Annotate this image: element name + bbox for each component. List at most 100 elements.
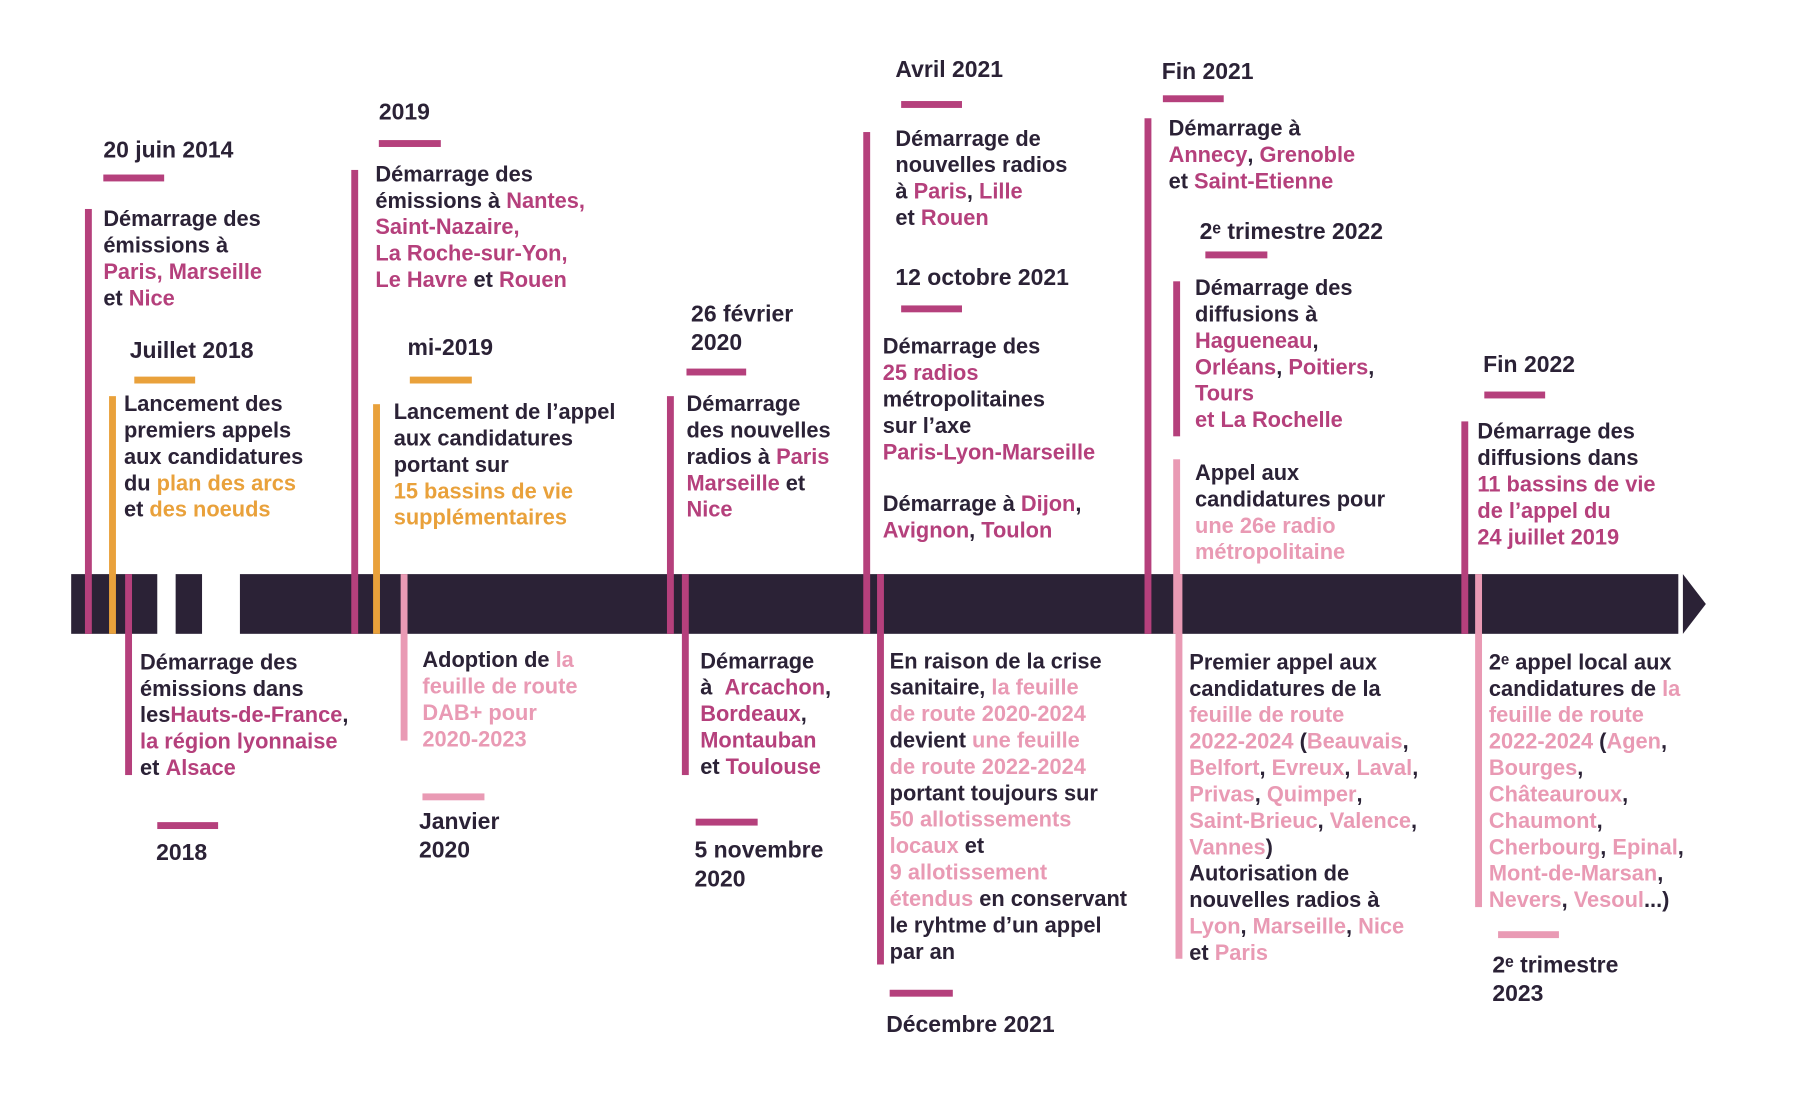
event-date: 2018 xyxy=(156,839,207,865)
date-underline xyxy=(157,822,219,830)
highlighted-text: Bourges xyxy=(1489,755,1577,780)
text-run: et xyxy=(959,833,984,858)
event-description-line: à Paris, Lille xyxy=(895,179,1022,204)
text-run: Démarrage des xyxy=(883,334,1040,359)
event-description-line: Le Havre et Rouen xyxy=(375,267,566,292)
text-run: et xyxy=(1169,168,1194,193)
text-run: , xyxy=(1622,781,1628,806)
highlighted-text: Vesoul xyxy=(1574,887,1644,912)
text-run: Démarrage des xyxy=(103,206,260,231)
event-description-line: diffusions dans xyxy=(1477,445,1638,470)
event-description-line: et Paris xyxy=(1189,940,1268,965)
event-description-line: Paris-Lyon-Marseille xyxy=(883,439,1095,464)
event-description-line: En raison de la crise xyxy=(890,648,1102,673)
highlighted-text: une 26e radio xyxy=(1195,513,1336,538)
text-run: nouvelles radios xyxy=(895,152,1067,177)
highlighted-text: une feuille xyxy=(972,727,1080,752)
event-description-line: 2022-2024 (Beauvais, xyxy=(1189,729,1408,754)
text-run: Démarrage xyxy=(686,391,800,416)
event-description-line: 25 radios xyxy=(883,360,979,385)
highlighted-text: Mont-de-Marsan xyxy=(1489,861,1657,886)
highlighted-text: Avignon xyxy=(883,517,969,542)
event-description-line: aux candidatures xyxy=(124,444,303,469)
text-run: , xyxy=(1403,729,1409,754)
highlighted-text: Paris xyxy=(914,179,967,204)
event-description-line: Appel aux xyxy=(1195,460,1299,485)
text-run: aux candidatures xyxy=(394,426,573,451)
highlighted-text: Paris, Marseille xyxy=(103,259,262,284)
text-run: Adoption de xyxy=(422,647,555,672)
text-run: , xyxy=(1661,729,1667,754)
highlighted-text: Belfort xyxy=(1189,755,1259,780)
event-description-line: Saint-Nazaire, xyxy=(375,214,519,239)
event-description-line: une 26e radio xyxy=(1195,513,1336,538)
date-underline xyxy=(901,101,962,108)
text-run: Démarrage xyxy=(700,648,814,673)
event-description-line: et Toulouse xyxy=(700,754,821,779)
event-description-line: Privas, Quimper, xyxy=(1189,781,1362,806)
event-description-line: Démarrage des xyxy=(883,334,1040,359)
text-run: , xyxy=(1075,491,1081,516)
event-date: 26 février xyxy=(691,301,793,327)
date-underline xyxy=(1162,95,1224,103)
text-run: , xyxy=(801,701,807,726)
highlighted-text: des noeuds xyxy=(149,497,270,522)
event-date: 2023 xyxy=(1492,980,1543,1006)
text-run: sanitaire, xyxy=(890,675,992,700)
event-description-line: et Nice xyxy=(103,285,174,310)
highlighted-text: DAB+ pour xyxy=(422,700,537,725)
date-underline xyxy=(1498,931,1559,939)
event-marker-bar xyxy=(666,396,674,634)
text-run: , xyxy=(1411,808,1417,833)
highlighted-text: Evreux xyxy=(1272,755,1345,780)
text-run: , xyxy=(1368,354,1374,379)
highlighted-text: Toulon xyxy=(981,517,1052,542)
highlighted-text: Dijon xyxy=(1021,491,1075,516)
event-description-line: candidatures pour xyxy=(1195,486,1386,511)
event-description-line: Démarrage des xyxy=(375,161,532,186)
highlighted-text: Laval xyxy=(1356,755,1412,780)
highlighted-text: Montauban xyxy=(700,727,816,752)
text-run: , xyxy=(1657,861,1663,886)
text-run: en conservant xyxy=(973,886,1127,911)
event-marker-bar xyxy=(877,574,884,965)
text-run: du xyxy=(124,470,157,495)
event-description-line: de route 2020-2024 xyxy=(890,701,1086,726)
text-run: , xyxy=(1562,887,1574,912)
event-description-line: du plan des arcs xyxy=(124,470,296,495)
event-date: Janvier xyxy=(419,808,499,834)
event-description-line: feuille de route xyxy=(422,674,577,699)
highlighted-text: Hagueneau xyxy=(1195,328,1312,353)
event-description-line: portant toujours sur xyxy=(890,780,1099,805)
event-marker-bar xyxy=(351,169,359,634)
highlighted-text: de l’appel du xyxy=(1477,498,1610,523)
event-marker-bar xyxy=(1173,281,1181,437)
highlighted-text: Epinal xyxy=(1612,834,1677,859)
date-underline xyxy=(1205,251,1268,259)
event-description-line: Démarrage des xyxy=(1477,419,1634,444)
event-description-line: Nevers, Vesoul...) xyxy=(1489,887,1670,912)
highlighted-text: Tours xyxy=(1195,381,1254,406)
timeline-event: Décembre 2021 En raison de la crisesanita… xyxy=(877,574,1127,1037)
date-underline xyxy=(686,368,747,376)
event-marker-bar xyxy=(373,404,380,634)
highlighted-text: feuille de route xyxy=(422,674,577,699)
text-run: , xyxy=(1346,914,1358,939)
axis-band xyxy=(71,574,1679,634)
highlighted-text: Nice xyxy=(686,497,732,522)
highlighted-text: Rouen xyxy=(499,267,567,292)
event-description-line: Démarrage xyxy=(700,648,814,673)
highlighted-text: Orléans xyxy=(1195,354,1276,379)
time-axis xyxy=(71,571,1706,637)
event-description-line: et Alsace xyxy=(140,755,236,780)
event-description-line: Démarrage des xyxy=(1195,275,1352,300)
event-description-line: Chaumont, xyxy=(1489,808,1603,833)
event-description-line: devient une feuille xyxy=(890,727,1080,752)
highlighted-text: plan des arcs xyxy=(157,470,296,495)
event-description-line: Cherbourg, Epinal, xyxy=(1489,834,1684,859)
text-run: Démarrage des xyxy=(140,649,297,674)
